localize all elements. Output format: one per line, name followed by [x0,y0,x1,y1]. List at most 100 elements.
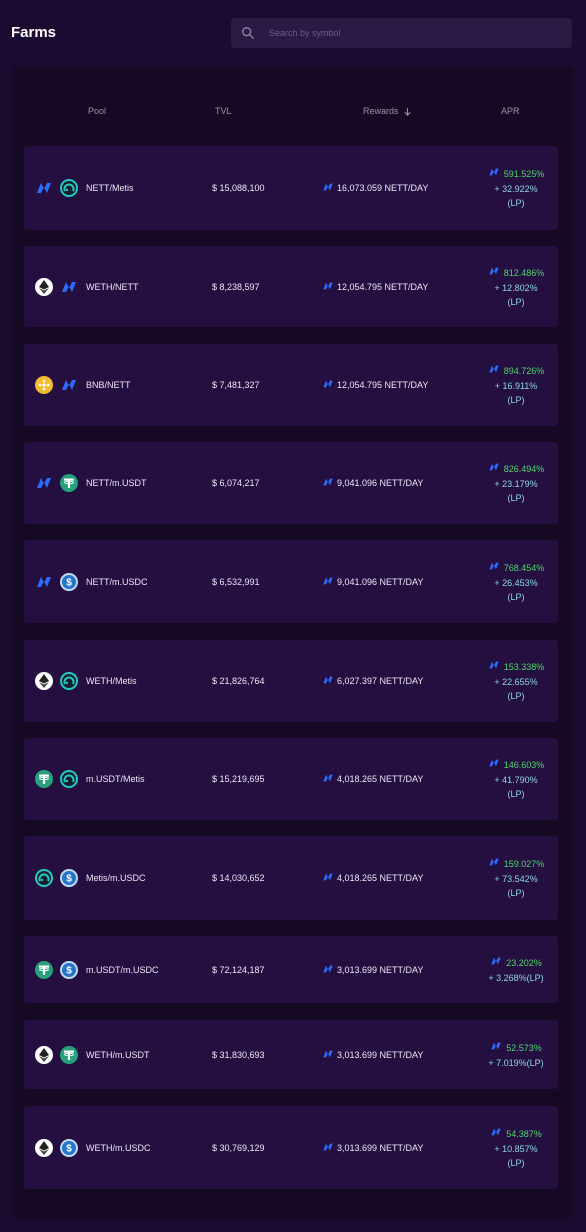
tvl-value: $ 31,830,693 [212,1049,265,1060]
apr-cell: 768.454% + 26.453% (LP) [474,560,558,604]
apr-cell: 23.202% + 3.268%(LP) [474,955,558,985]
svg-text:$: $ [66,1143,72,1154]
svg-text:$: $ [66,577,72,588]
usdc-icon: $ [60,1138,78,1157]
apr-cell: 826.494% + 23.179% (LP) [474,461,558,505]
table-header: Pool TVL Rewards APR [13,66,573,146]
usdc-icon: $ [60,572,78,591]
rewards-cell: 9,041.096 NETT/DAY [322,476,423,490]
pool-pair-name: NETT/Metis [86,183,134,193]
pool-pair-name: m.USDT/Metis [86,774,145,784]
tvl-value: $ 72,124,187 [212,964,265,975]
pool-pair-name: NETT/m.USDC [86,576,148,587]
weth-icon [35,277,53,296]
tvl-value: $ 6,074,217 [212,478,260,488]
farm-row[interactable]: WETH/Metis $ 21,826,764 6,027.397 NETT/D… [24,640,558,722]
nett-icon [322,1141,337,1155]
apr-lp-label: (LP) [507,591,525,602]
rewards-cell: 9,041.096 NETT/DAY [322,575,423,589]
farm-row[interactable]: m.USDT/Metis $ 15,219,695 4,018.265 NETT… [24,738,558,820]
tvl-value: $ 30,769,129 [212,1142,265,1153]
usdt-icon [60,474,78,492]
column-header-tvl[interactable]: TVL [215,106,232,116]
pool-pair-name: WETH/NETT [86,281,139,292]
apr-lp-label: (LP) [507,198,525,208]
column-header-rewards[interactable]: Rewards [363,106,412,116]
farms-table: Pool TVL Rewards APR NETT/Metis $ 15,088… [13,66,573,1218]
apr-lp-value: + 16.911% [494,381,538,391]
nett-icon [488,461,500,477]
nett-icon [488,265,500,281]
tvl-value: $ 6,532,991 [212,576,260,587]
farm-row[interactable]: NETT/Metis $ 15,088,100 16,073.059 NETT/… [24,146,558,230]
column-header-rewards-label: Rewards [363,106,399,116]
pool-pair-name: m.USDT/m.USDC [86,964,159,975]
rewards-cell: 12,054.795 NETT/DAY [322,280,428,294]
farm-row[interactable]: WETH/NETT $ 8,238,597 12,054.795 NETT/DA… [24,246,558,327]
farm-row[interactable]: NETT/m.USDT $ 6,074,217 9,041.096 NETT/D… [24,442,558,524]
farm-row[interactable]: WETH/m.USDT $ 31,830,693 3,013.699 NETT/… [24,1020,558,1089]
column-header-apr[interactable]: APR [501,106,520,116]
rewards-cell: 3,013.699 NETT/DAY [322,1048,423,1062]
metis-icon [60,770,78,788]
search-input[interactable] [269,28,549,38]
svg-text:$: $ [66,965,72,976]
rewards-cell: 6,027.397 NETT/DAY [322,674,423,688]
nett-icon [488,560,500,576]
nett-icon [322,476,337,490]
usdc-icon: $ [60,960,78,979]
nett-icon [488,757,500,773]
search-icon [242,27,254,39]
nett-icon [322,871,337,885]
tvl-value: $ 21,826,764 [212,676,265,686]
search-bar[interactable] [231,18,572,48]
nett-icon [35,474,53,492]
apr-lp-value: + 32.922% [494,184,538,194]
pool-cell: WETH/NETT [35,277,139,296]
nett-icon [35,179,53,197]
apr-value: 826.494% [503,464,545,474]
pool-pair-name: Metis/m.USDC [86,873,146,883]
rewards-value: 4,018.265 NETT/DAY [337,774,424,784]
apr-value: 153.338% [503,662,545,672]
apr-value: 768.454% [503,562,545,573]
apr-lp-label: (LP) [507,691,525,701]
apr-cell: 591.525% + 32.922% (LP) [474,166,558,210]
rewards-value: 4,018.265 NETT/DAY [337,873,424,883]
apr-value: 812.486% [503,267,545,278]
farm-row[interactable]: $ Metis/m.USDC $ 14,030,652 4,018.265 NE… [24,836,558,920]
weth-icon [35,672,53,690]
apr-lp-value: + 26.453% [494,577,538,588]
rewards-value: 3,013.699 NETT/DAY [337,1142,424,1153]
nett-icon [322,575,337,589]
farm-row[interactable]: $ WETH/m.USDC $ 30,769,129 3,013.699 NET… [24,1106,558,1189]
apr-cell: 153.338% + 22.655% (LP) [474,659,558,703]
farm-row[interactable]: $ NETT/m.USDC $ 6,532,991 9,041.096 NETT… [24,540,558,623]
rewards-value: 9,041.096 NETT/DAY [337,576,424,587]
apr-cell: 52.573% + 7.019%(LP) [474,1040,558,1070]
apr-lp-value: + 22.655% [494,677,538,687]
rewards-value: 9,041.096 NETT/DAY [337,478,424,488]
apr-lp-label: (LP) [507,1157,525,1168]
apr-lp-value: + 12.802% [494,282,538,293]
column-header-pool[interactable]: Pool [88,106,107,116]
nett-icon [35,573,53,591]
nett-icon [322,963,337,977]
farm-row[interactable]: BNB/NETT $ 7,481,327 12,054.795 NETT/DAY… [24,344,558,426]
pool-cell: NETT/m.USDT [35,474,147,492]
rewards-cell: 3,013.699 NETT/DAY [322,1141,423,1155]
apr-lp-value: + 3.268%(LP) [488,972,544,983]
metis-icon [60,179,78,197]
nett-icon [490,1040,502,1056]
rewards-cell: 4,018.265 NETT/DAY [322,871,423,885]
rewards-cell: 12,054.795 NETT/DAY [322,378,428,392]
tvl-value: $ 7,481,327 [212,380,260,390]
nett-icon [322,378,337,392]
metis-icon [60,672,78,690]
tvl-value: $ 15,088,100 [212,183,265,193]
nett-icon [488,659,500,675]
nett-icon [322,1048,337,1062]
farm-row[interactable]: $ m.USDT/m.USDC $ 72,124,187 3,013.699 N… [24,936,558,1003]
pool-cell: NETT/Metis [35,179,134,197]
apr-value: 894.726% [503,366,545,376]
